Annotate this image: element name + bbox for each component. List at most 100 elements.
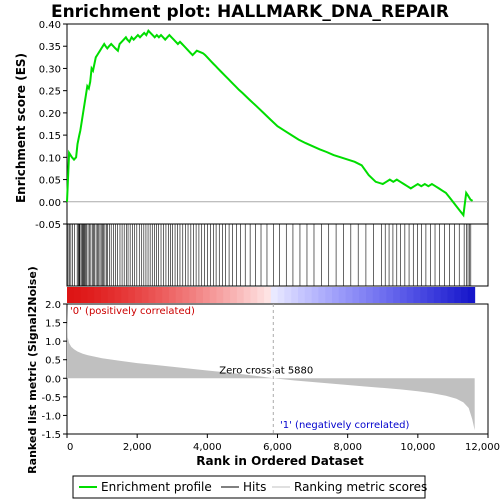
colorbar-segment xyxy=(114,287,122,303)
colorbar-segment xyxy=(359,287,367,303)
colorbar-segment xyxy=(399,287,408,303)
es-panel: -0.05 0.00 0.05 0.10 0.15 0.20 0.25 0.30 0.35 0.4… xyxy=(14,20,489,231)
colorbar-segment xyxy=(386,287,394,303)
positive-correlation-label: '0' (positively correlated) xyxy=(70,306,195,317)
es-y-axis-label: Enrichment score (ES) xyxy=(14,53,28,203)
colorbar-segment xyxy=(311,287,319,303)
colorbar-segment xyxy=(141,287,150,303)
colorbar-segment xyxy=(277,287,285,303)
colorbar-segment xyxy=(264,287,272,303)
es-y-tick-label: 0.15 xyxy=(39,131,61,142)
colorbar-segment xyxy=(365,287,374,303)
colorbar-segment xyxy=(189,287,197,303)
hits-panel xyxy=(66,223,489,287)
es-y-tick-label: 0.35 xyxy=(39,42,61,53)
colorbar-segment xyxy=(87,287,95,303)
x-tick-label: 6,000 xyxy=(263,442,292,453)
colorbar-segment xyxy=(325,287,333,303)
colorbar-segment xyxy=(427,287,435,303)
chart-title: Enrichment plot: HALLMARK_DNA_REPAIR xyxy=(51,2,449,22)
x-axis-label: Rank in Ordered Dataset xyxy=(196,454,364,468)
x-tick-label: 2,000 xyxy=(123,442,152,453)
es-y-tick-label: 0.25 xyxy=(39,87,61,98)
colorbar-segment xyxy=(298,287,306,303)
metric-y-tick-label: -0.5 xyxy=(41,393,61,404)
colorbar-segment xyxy=(243,287,251,303)
colorbar-segment xyxy=(121,287,129,303)
colorbar-segment xyxy=(80,287,88,303)
colorbar-segment xyxy=(73,287,82,303)
colorbar-segment xyxy=(433,287,442,303)
x-tick-label: 4,000 xyxy=(193,442,222,453)
colorbar-segment xyxy=(216,287,224,303)
colorbar-segment xyxy=(318,287,326,303)
es-y-tick-label: 0.00 xyxy=(39,198,61,209)
negative-correlation-label: '1' (negatively correlated) xyxy=(280,420,409,431)
colorbar-segment xyxy=(413,287,421,303)
colorbar-segment xyxy=(454,287,462,303)
colorbar-segment xyxy=(440,287,448,303)
colorbar-segment xyxy=(128,287,136,303)
legend-item-profile: Enrichment profile xyxy=(101,480,212,494)
legend: Enrichment profile Hits Ranking metric s… xyxy=(72,475,427,499)
colorbar-segment xyxy=(134,287,143,303)
colorbar-segment xyxy=(67,287,75,303)
es-y-tick-label: -0.05 xyxy=(35,220,61,231)
colorbar-segment xyxy=(236,287,245,303)
x-tick-label: 0 xyxy=(67,442,73,453)
colorbar-segment xyxy=(148,287,156,303)
legend-item-metric: Ranking metric scores xyxy=(294,480,427,494)
colorbar-segment xyxy=(304,287,313,303)
ranking-metric-area xyxy=(67,304,475,431)
rank-colorbar xyxy=(67,287,476,303)
metric-y-tick-label: 0.5 xyxy=(45,356,61,367)
colorbar-segment xyxy=(406,287,415,303)
colorbar-segment xyxy=(175,287,184,303)
colorbar-segment xyxy=(209,287,217,303)
zero-cross-label: Zero cross at 5880 xyxy=(219,365,313,376)
x-tick-label: 10,000 xyxy=(400,442,435,453)
colorbar-segment xyxy=(447,287,455,303)
colorbar-segment xyxy=(331,287,340,303)
colorbar-segment xyxy=(107,287,116,303)
colorbar-segment xyxy=(270,287,279,303)
x-tick-label: 12,000 xyxy=(465,442,500,453)
colorbar-segment xyxy=(352,287,360,303)
colorbar-segment xyxy=(257,287,265,303)
colorbar-segment xyxy=(202,287,211,303)
es-y-tick-label: 0.30 xyxy=(39,64,61,75)
colorbar-segment xyxy=(94,287,102,303)
metric-y-tick-label: -1.5 xyxy=(41,430,61,441)
colorbar-segment xyxy=(393,287,401,303)
colorbar-segment xyxy=(284,287,292,303)
colorbar-segment xyxy=(461,287,469,303)
metric-y-tick-label: 1.5 xyxy=(45,319,61,330)
colorbar-segment xyxy=(420,287,428,303)
colorbar-segment xyxy=(230,287,238,303)
es-y-tick-label: 0.05 xyxy=(39,176,61,187)
metric-y-tick-label: -1.0 xyxy=(41,411,61,422)
colorbar-segment xyxy=(196,287,204,303)
metric-y-tick-label: 1.0 xyxy=(45,337,61,348)
enrichment-profile-line xyxy=(66,28,474,218)
metric-y-axis-label: Ranked list metric (Signal2Noise) xyxy=(26,266,39,474)
x-tick-label: 8,000 xyxy=(333,442,362,453)
es-panel-frame xyxy=(66,23,489,225)
colorbar-segment xyxy=(223,287,231,303)
legend-item-hits: Hits xyxy=(243,480,266,494)
metric-panel: -1.5 -1.0 -0.5 0.0 0.5 1.0 1.5 2.0 Zero cross a… xyxy=(26,266,500,474)
colorbar-segment xyxy=(250,287,258,303)
colorbar-segment xyxy=(291,287,299,303)
colorbar-segment xyxy=(467,287,476,303)
colorbar-segment xyxy=(155,287,163,303)
metric-y-tick-label: 2.0 xyxy=(45,300,61,311)
es-y-tick-label: 0.10 xyxy=(39,153,61,164)
es-y-tick-label: 0.40 xyxy=(39,20,61,31)
colorbar-segment xyxy=(345,287,353,303)
colorbar-segment xyxy=(182,287,190,303)
colorbar-segment xyxy=(162,287,170,303)
es-y-tick-label: 0.20 xyxy=(39,109,61,120)
colorbar-segment xyxy=(100,287,109,303)
colorbar-segment xyxy=(372,287,381,303)
